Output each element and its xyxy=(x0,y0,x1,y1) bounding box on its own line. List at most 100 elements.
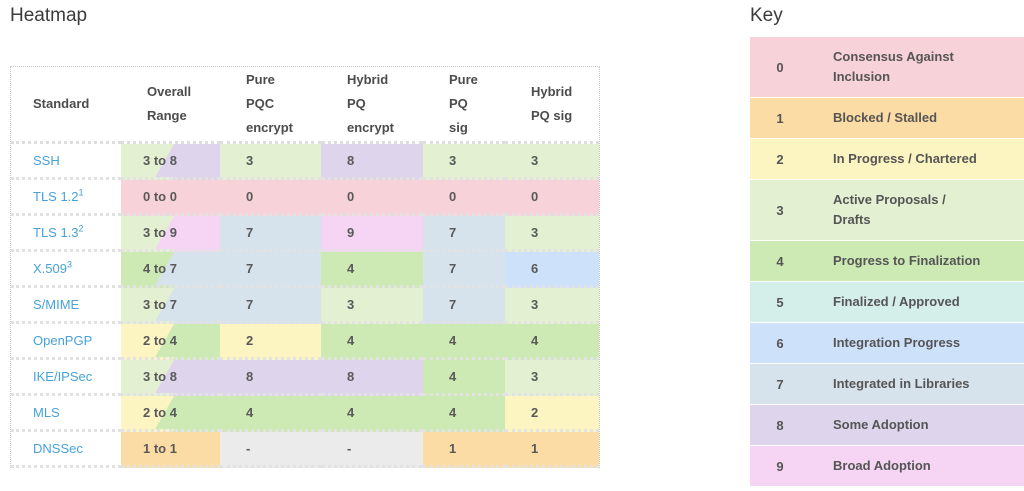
value-cell: 4 xyxy=(505,324,599,360)
key-value: 0 xyxy=(776,59,784,75)
value-cell: 7 xyxy=(220,252,321,288)
value-cell: 8 xyxy=(220,360,321,396)
standard-link-mls[interactable]: MLS xyxy=(33,405,60,420)
value-cell: - xyxy=(220,432,321,468)
value-cell: 3 xyxy=(423,144,505,180)
value-cell: 7 xyxy=(423,288,505,324)
column-header-pure-pq-sig: Pure PQ sig xyxy=(423,67,505,144)
column-header-hybrid-pq-sig: Hybrid PQ sig xyxy=(505,67,599,144)
key-row-5: 5 Finalized / Approved xyxy=(750,282,1024,323)
key-row-4: 4 Progress to Finalization xyxy=(750,241,1024,282)
footnote-marker: 3 xyxy=(66,259,72,270)
value-cell: 7 xyxy=(220,216,321,252)
standard-link-s-mime[interactable]: S/MIME xyxy=(33,297,80,312)
value-cell: 4 xyxy=(321,396,423,432)
standard-link-dnssec[interactable]: DNSSec xyxy=(33,441,83,456)
key-label: Progress to Finalization xyxy=(833,253,981,268)
standard-link-openpgp[interactable]: OpenPGP xyxy=(33,333,93,348)
key-label: Finalized / Approved xyxy=(833,294,960,309)
value-cell: 6 xyxy=(505,252,599,288)
key-row-1: 1 Blocked / Stalled xyxy=(750,98,1024,139)
key-value: 2 xyxy=(776,151,784,167)
value-cell: 3 xyxy=(321,288,423,324)
range-cell: 2 to 4 xyxy=(121,396,220,432)
standard-cell: X.5093 xyxy=(11,252,121,288)
key-label: Consensus Against Inclusion xyxy=(833,49,954,84)
value-cell: 7 xyxy=(423,252,505,288)
column-header-hybrid-pq-encrypt: Hybrid PQ encrypt xyxy=(321,67,423,144)
key-label: Blocked / Stalled xyxy=(833,110,938,125)
standard-cell: IKE/IPSec xyxy=(11,360,121,396)
value-cell: 4 xyxy=(220,396,321,432)
standard-cell: MLS xyxy=(11,396,121,432)
range-cell: 3 to 7 xyxy=(121,288,220,324)
standard-link-tls-1-2[interactable]: TLS 1.21 xyxy=(33,187,84,204)
range-cell: 3 to 8 xyxy=(121,360,220,396)
value-cell: 3 xyxy=(505,360,599,396)
footnote-marker: 1 xyxy=(78,187,84,198)
standard-cell: TLS 1.21 xyxy=(11,180,121,216)
range-cell: 3 to 9 xyxy=(121,216,220,252)
range-cell: 4 to 7 xyxy=(121,252,220,288)
value-cell: 1 xyxy=(505,432,599,468)
heatmap-header: Standard Overall Range Pure PQC encrypt Hybrid… xyxy=(11,67,599,144)
value-cell: 0 xyxy=(321,180,423,216)
key-table: 0 Consensus Against Inclusion 1 Blocked / St… xyxy=(750,37,1024,487)
column-header-pure-pqc-encrypt: Pure PQC encrypt xyxy=(220,67,321,144)
key-value: 6 xyxy=(776,335,784,351)
key-value: 4 xyxy=(776,253,784,269)
key-value: 9 xyxy=(776,458,784,474)
standard-link-ike-ipsec[interactable]: IKE/IPSec xyxy=(33,369,93,384)
key-label: In Progress / Chartered xyxy=(833,151,977,166)
key-label: Integrated in Libraries xyxy=(833,376,970,391)
value-cell: 9 xyxy=(321,216,423,252)
standard-link-x-509[interactable]: X.5093 xyxy=(33,259,72,276)
value-cell: 4 xyxy=(321,324,423,360)
key-label: Active Proposals / Drafts xyxy=(833,192,946,227)
value-cell: 2 xyxy=(220,324,321,360)
heatmap-title: Heatmap xyxy=(10,5,88,26)
value-cell: 8 xyxy=(321,360,423,396)
key-value: 3 xyxy=(776,202,784,218)
key-panel: Key 0 Consensus Against Inclusion 1 Blocked … xyxy=(748,5,1024,487)
standard-link-ssh[interactable]: SSH xyxy=(33,153,60,168)
range-cell: 3 to 8 xyxy=(121,144,220,180)
value-cell: 4 xyxy=(423,324,505,360)
range-cell: 0 to 0 xyxy=(121,180,220,216)
range-cell: 2 to 4 xyxy=(121,324,220,360)
standard-link-tls-1-3[interactable]: TLS 1.32 xyxy=(33,223,84,240)
value-cell: 0 xyxy=(423,180,505,216)
key-title: Key xyxy=(750,5,783,26)
value-cell: 3 xyxy=(220,144,321,180)
value-cell: - xyxy=(321,432,423,468)
value-cell: 3 xyxy=(505,144,599,180)
standard-cell: S/MIME xyxy=(11,288,121,324)
standard-cell: TLS 1.32 xyxy=(11,216,121,252)
value-cell: 8 xyxy=(321,144,423,180)
value-cell: 3 xyxy=(505,288,599,324)
key-row-8: 8 Some Adoption xyxy=(750,405,1024,446)
footnote-marker: 2 xyxy=(78,223,84,234)
key-row-2: 2 In Progress / Chartered xyxy=(750,139,1024,180)
key-row-9: 9 Broad Adoption xyxy=(750,446,1024,487)
range-cell: 1 to 1 xyxy=(121,432,220,468)
value-cell: 1 xyxy=(423,432,505,468)
key-value: 1 xyxy=(776,110,784,126)
key-row-0: 0 Consensus Against Inclusion xyxy=(750,37,1024,98)
heatmap-body: SSH 3 to 8 3 8 3 3 TLS 1.21 0 to 0 0 0 0 0 TLS 1.32 3… xyxy=(11,144,599,468)
key-label: Some Adoption xyxy=(833,417,929,432)
column-header-overall-range: Overall Range xyxy=(121,67,220,144)
value-cell: 2 xyxy=(505,396,599,432)
value-cell: 4 xyxy=(321,252,423,288)
key-row-6: 6 Integration Progress xyxy=(750,323,1024,364)
value-cell: 4 xyxy=(423,360,505,396)
key-label: Broad Adoption xyxy=(833,458,931,473)
